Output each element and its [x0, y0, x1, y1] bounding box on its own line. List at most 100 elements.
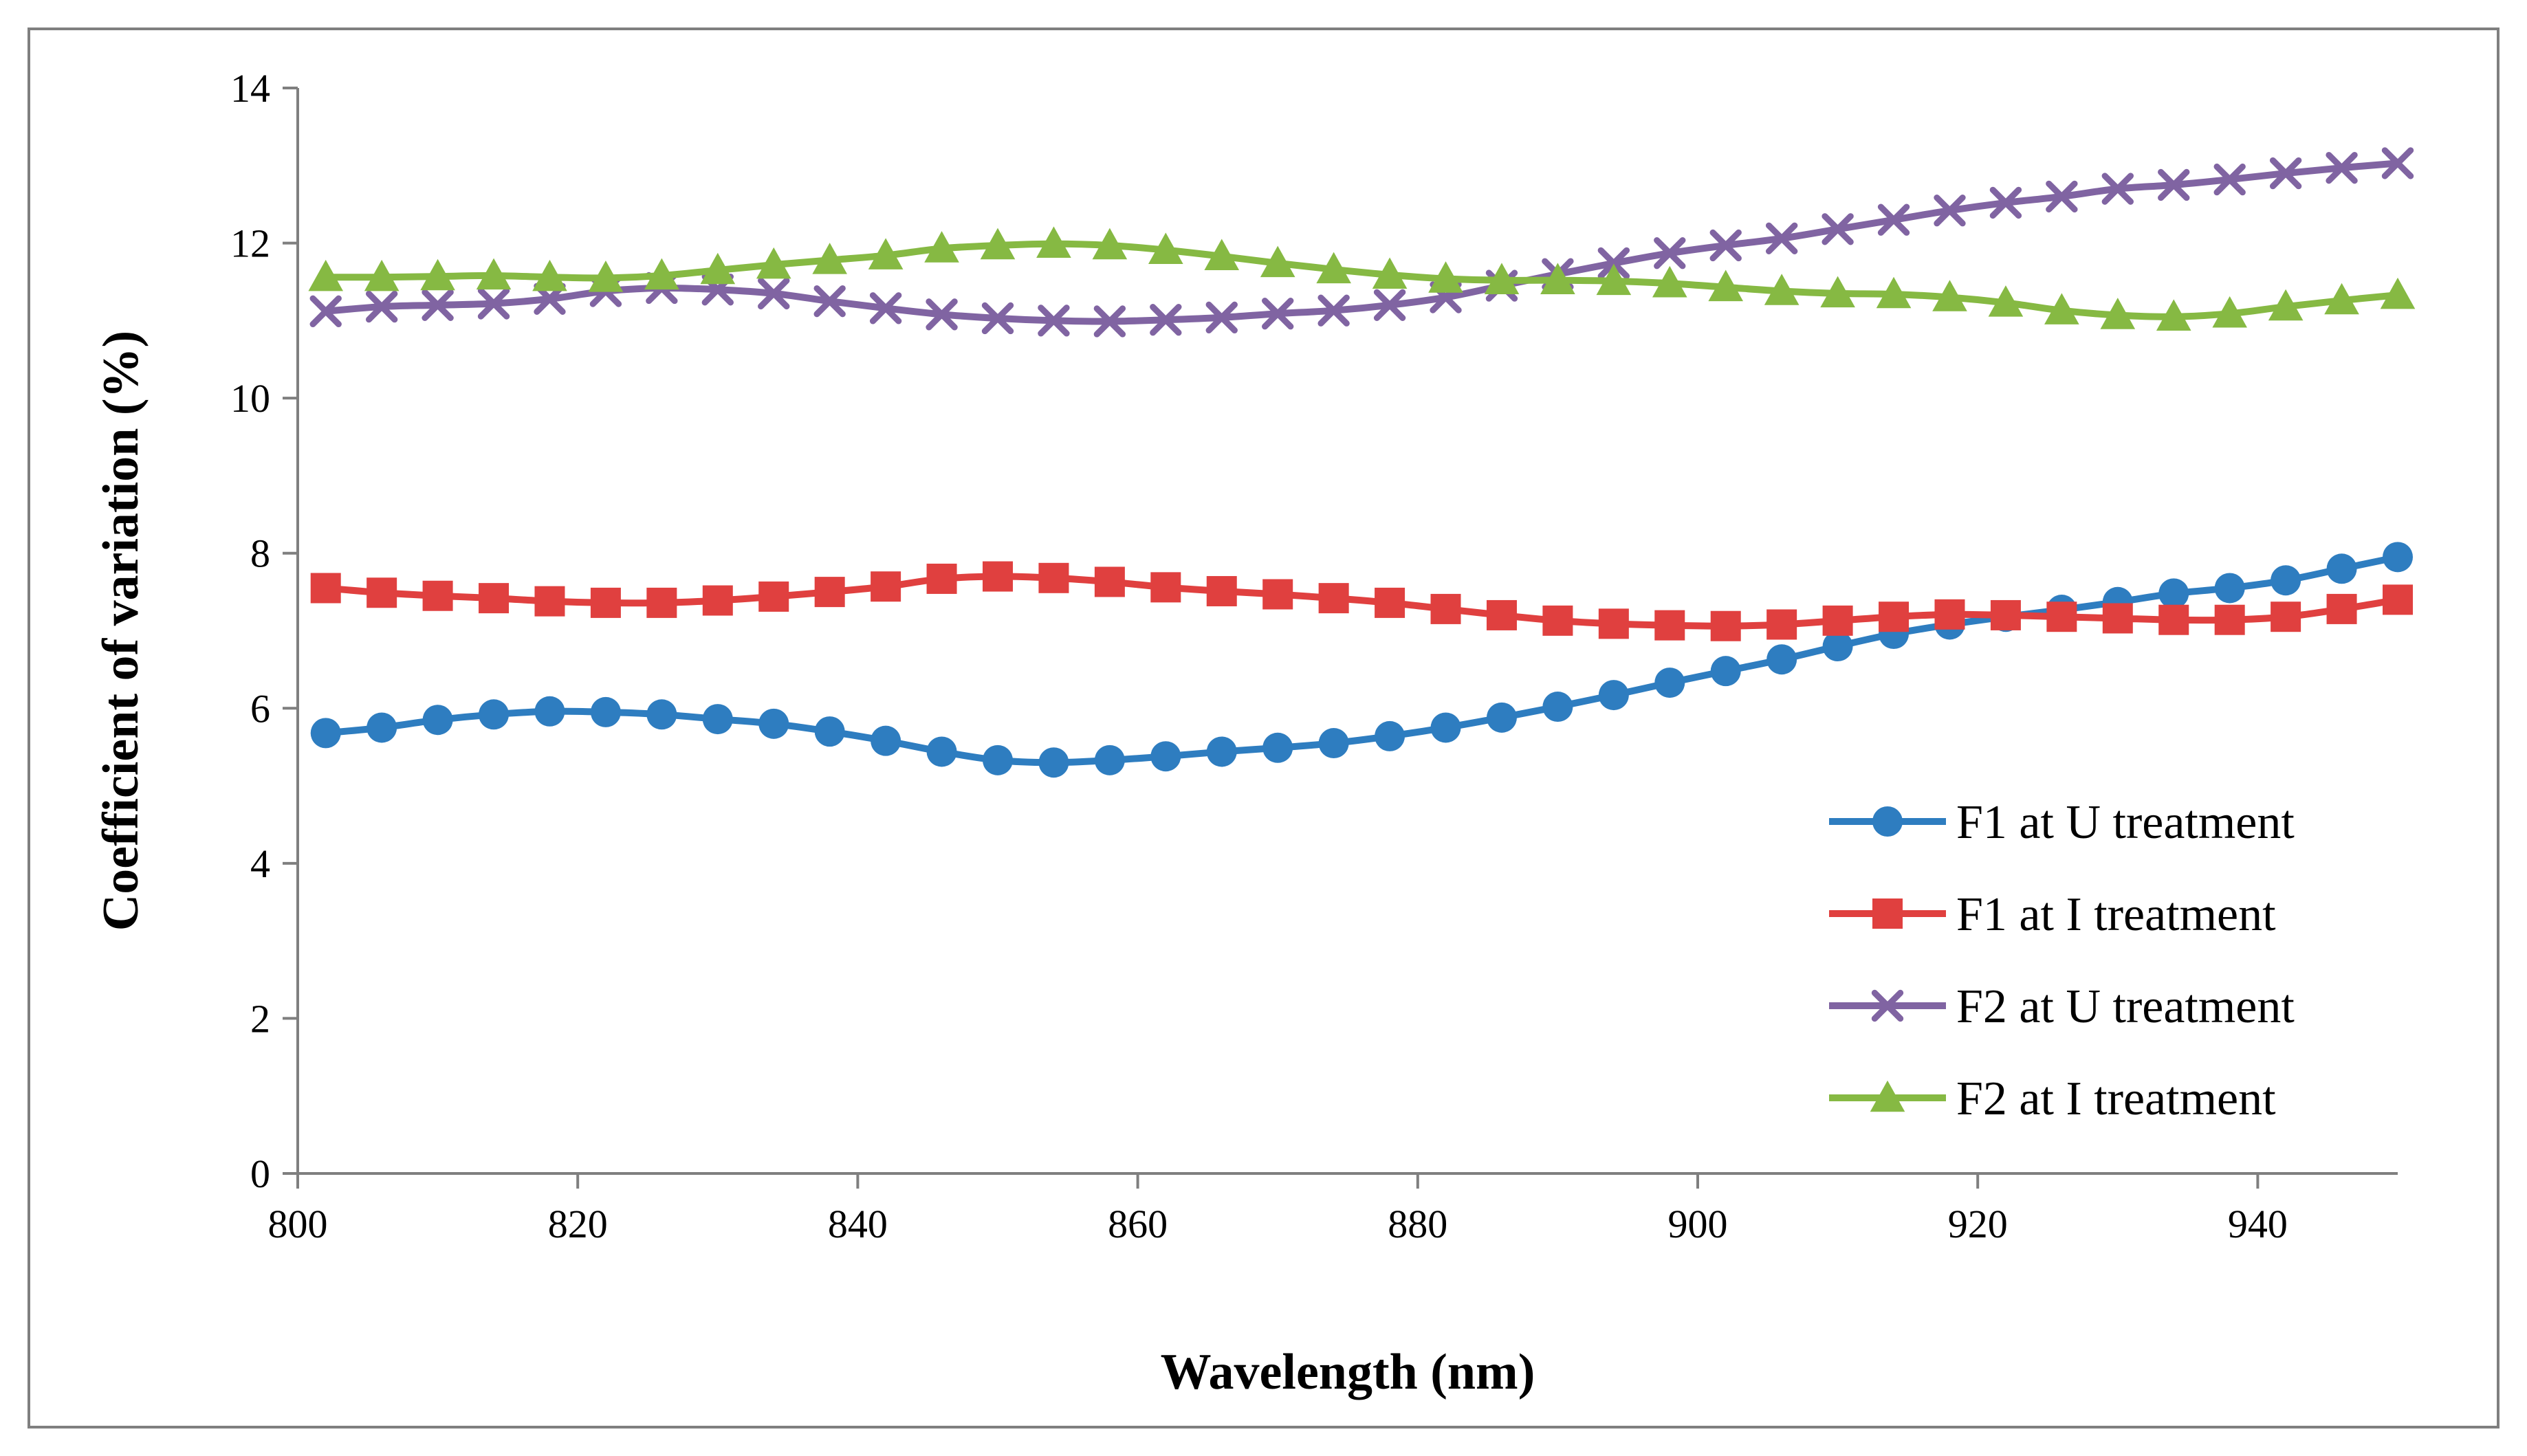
- data-point: [758, 581, 789, 612]
- data-point: [2271, 565, 2301, 596]
- legend-label: F1 at U treatment: [1956, 796, 2295, 849]
- data-point: [1766, 609, 1797, 640]
- data-point: [1092, 228, 1128, 260]
- x-axis-title: Wavelength (nm): [1161, 1344, 1535, 1400]
- data-point: [2158, 578, 2189, 609]
- data-point: [2100, 298, 2136, 329]
- data-point: [1710, 610, 1741, 641]
- data-point: [308, 259, 344, 291]
- x-tick-label: 940: [2228, 1202, 2288, 1246]
- data-point: [926, 563, 957, 594]
- x-tick-label: 860: [1108, 1202, 1168, 1246]
- data-point: [702, 704, 733, 735]
- data-point: [1542, 605, 1573, 636]
- legend-label: F1 at I treatment: [1956, 888, 2276, 941]
- data-point: [1150, 572, 1181, 603]
- data-point: [1093, 305, 1126, 338]
- data-point: [1872, 806, 1903, 837]
- x-tick-label: 920: [1948, 1202, 2008, 1246]
- series-layer: [308, 147, 2416, 778]
- y-tick-label: 0: [250, 1151, 270, 1196]
- y-tick-label: 12: [230, 221, 270, 266]
- data-point: [758, 708, 789, 739]
- data-point: [1654, 668, 1685, 698]
- data-point: [1262, 732, 1293, 763]
- x-tick-label: 820: [548, 1202, 608, 1246]
- data-point: [1038, 562, 1069, 593]
- chart-frame: [28, 27, 2499, 1429]
- data-point: [981, 302, 1014, 335]
- data-point: [2158, 604, 2189, 635]
- data-point: [1765, 222, 1798, 255]
- data-point: [1596, 263, 1632, 296]
- data-point: [590, 587, 621, 618]
- data-point: [871, 725, 901, 756]
- data-point: [1542, 692, 1573, 723]
- data-point: [644, 258, 679, 290]
- data-point: [365, 290, 398, 323]
- data-point: [1822, 213, 1854, 245]
- data-point: [2383, 542, 2413, 573]
- data-point: [1598, 608, 1629, 639]
- data-point: [1206, 736, 1237, 767]
- data-point: [1317, 294, 1350, 327]
- data-point: [1708, 269, 1744, 302]
- data-point: [2326, 553, 2357, 584]
- data-point: [367, 577, 397, 608]
- data-point: [1872, 898, 1903, 929]
- legend-item: F1 at I treatment: [1829, 888, 2276, 941]
- data-point: [2383, 584, 2413, 615]
- data-point: [1094, 744, 1125, 775]
- y-tick-label: 8: [250, 531, 270, 576]
- series-f1-at-i-treatment: [310, 561, 2413, 641]
- data-point: [534, 696, 565, 727]
- y-tick-label: 4: [250, 841, 270, 886]
- x-tick-label: 880: [1388, 1202, 1447, 1246]
- data-point: [1375, 720, 1405, 751]
- data-point: [1430, 712, 1461, 743]
- data-point: [813, 285, 846, 318]
- series-f1-at-u-treatment: [310, 542, 2413, 778]
- y-axis-title: Coefficient of variation (%): [93, 331, 149, 931]
- data-point: [1990, 599, 2021, 630]
- data-point: [1486, 702, 1517, 733]
- data-point: [1150, 741, 1181, 772]
- data-point: [1318, 583, 1349, 614]
- data-point: [1877, 203, 1910, 236]
- data-point: [869, 292, 902, 324]
- series-line: [325, 553, 2399, 766]
- data-point: [2046, 602, 2077, 632]
- data-point: [310, 573, 341, 604]
- data-point: [367, 712, 397, 743]
- data-point: [1260, 245, 1295, 278]
- x-tick-label: 900: [1668, 1202, 1728, 1246]
- data-point: [1932, 280, 1967, 311]
- data-point: [1822, 605, 1853, 636]
- data-point: [476, 258, 512, 290]
- data-point: [1205, 301, 1238, 334]
- data-point: [2212, 296, 2247, 328]
- legend: F1 at U treatment F1 at I treatment F2 at …: [1829, 796, 2295, 1125]
- y-tick-label: 14: [230, 66, 270, 111]
- data-point: [1871, 989, 1904, 1022]
- data-point: [1820, 276, 1855, 308]
- data-point: [309, 295, 342, 328]
- data-point: [420, 258, 455, 291]
- data-point: [1822, 631, 1853, 662]
- data-point: [1038, 305, 1070, 337]
- series-f2-at-i-treatment: [308, 226, 2416, 331]
- data-point: [1373, 289, 1406, 321]
- data-point: [1204, 239, 1240, 270]
- data-point: [700, 252, 736, 285]
- data-point: [1709, 229, 1742, 262]
- data-point: [926, 736, 957, 767]
- data-point: [1262, 579, 1293, 610]
- data-point: [2214, 573, 2245, 604]
- data-point: [1428, 261, 1463, 293]
- data-point: [1375, 587, 1405, 618]
- data-point: [980, 228, 1016, 260]
- data-point: [1879, 602, 1910, 632]
- data-point: [1988, 285, 2024, 317]
- data-point: [2326, 593, 2357, 624]
